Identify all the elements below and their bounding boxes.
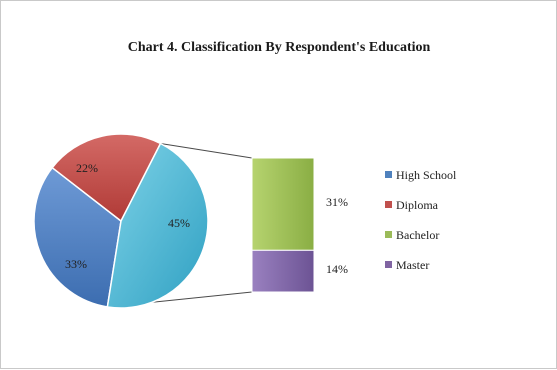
pie-data-label: 33%	[65, 257, 87, 271]
legend-diploma: Diploma	[396, 198, 439, 212]
legend-high-school: High School	[396, 168, 457, 182]
pie: 33% 22% 45%	[33, 133, 209, 309]
legend-bachelor-swatch	[385, 231, 392, 238]
bar-segment-bachelor	[251, 157, 315, 251]
bar-segment-master	[251, 249, 315, 293]
legend-diploma-swatch	[385, 201, 392, 208]
legend-high-school-swatch	[385, 171, 392, 178]
legend-master: Master	[396, 258, 429, 272]
legend-bachelor: Bachelor	[396, 228, 439, 242]
legend: High School Diploma Bachelor Master	[385, 168, 457, 272]
pie-data-label: 22%	[76, 161, 98, 175]
pie-slice-diploma	[51, 133, 162, 223]
chart-title: Chart 4. Classification By Respondent's …	[128, 40, 431, 55]
pie-data-label: 45%	[168, 216, 190, 230]
connector-line-top	[160, 142, 253, 159]
stacked-bar: 31% 14%	[251, 157, 348, 293]
bar-data-label: 31%	[326, 195, 348, 209]
pie-slice-high-school	[33, 166, 122, 308]
bar-data-label: 14%	[326, 262, 348, 276]
legend-master-swatch	[385, 261, 392, 268]
pie-slice-others	[106, 142, 209, 309]
